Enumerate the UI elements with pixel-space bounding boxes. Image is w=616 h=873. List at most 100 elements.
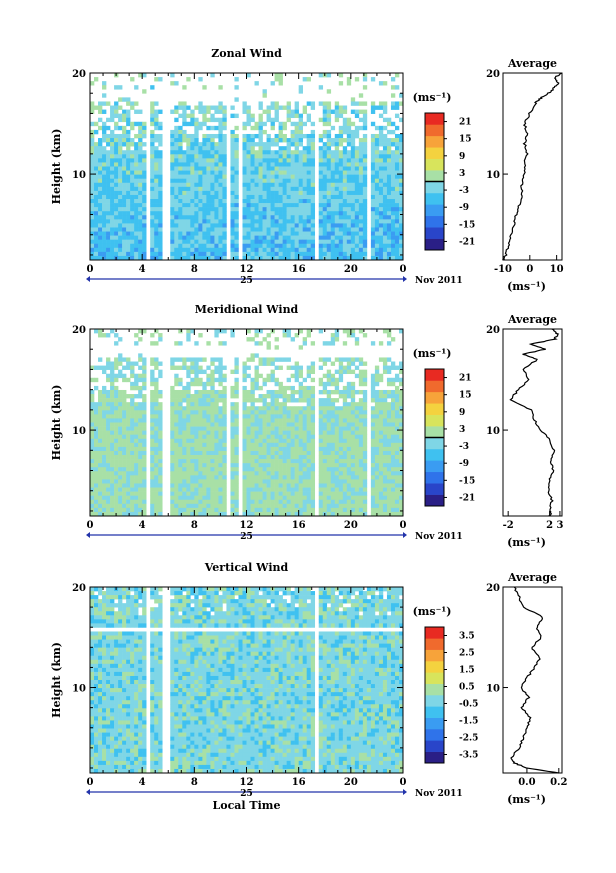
heatmap-cell	[334, 414, 340, 419]
heatmap-cell	[342, 329, 348, 334]
heatmap-cell	[374, 442, 380, 448]
heatmap-cell	[142, 442, 147, 448]
heatmap-cell	[202, 203, 207, 208]
heatmap-cell	[110, 450, 115, 456]
heatmap-cell	[150, 414, 155, 419]
heatmap-cell	[182, 121, 187, 127]
heatmap-cell	[154, 109, 159, 114]
heatmap-cell	[274, 487, 279, 492]
heatmap-cell	[334, 434, 340, 440]
heatmap-cell	[378, 394, 384, 399]
heatmap-cell	[210, 369, 215, 375]
heatmap-cell	[94, 194, 99, 200]
heatmap-cell	[390, 93, 396, 98]
heatmap-cell	[218, 365, 223, 370]
heatmap-cell	[274, 491, 279, 496]
heatmap-cell	[310, 174, 316, 179]
heatmap-cell	[138, 129, 143, 135]
heatmap-cell	[138, 373, 143, 379]
heatmap-cell	[170, 211, 175, 216]
heatmap-cell	[278, 158, 283, 163]
heatmap-cell	[282, 455, 287, 460]
heatmap-cell	[398, 422, 404, 427]
heatmap-cell	[318, 182, 324, 188]
heatmap-cell	[154, 357, 159, 362]
heatmap-cell	[290, 154, 295, 159]
heatmap-cell	[186, 495, 191, 501]
heatmap-cell	[394, 85, 400, 90]
heatmap-cell	[114, 166, 119, 171]
heatmap-cell	[154, 219, 159, 224]
heatmap-cell	[182, 170, 187, 175]
heatmap-cell	[286, 174, 291, 179]
heatmap-cell	[90, 426, 95, 431]
heatmap-cell	[102, 219, 107, 224]
heatmap-cell	[390, 406, 396, 411]
heatmap-cell	[114, 239, 119, 245]
heatmap-cell	[122, 471, 127, 476]
heatmap-cell	[178, 186, 183, 192]
heatmap-cell	[398, 410, 404, 415]
heatmap-cell	[234, 150, 239, 155]
y-tick-label: 10	[72, 170, 86, 181]
heatmap-cell	[222, 341, 227, 346]
heatmap-cell	[118, 219, 123, 224]
heatmap-cell	[362, 182, 368, 188]
heatmap-cell	[234, 422, 239, 427]
heatmap-cell	[326, 194, 332, 200]
heatmap-cell	[250, 154, 255, 159]
heatmap-cell	[386, 162, 392, 167]
heatmap-cell	[318, 178, 324, 184]
heatmap-cell	[382, 231, 388, 236]
heatmap-cell	[114, 414, 119, 419]
heatmap-cell	[114, 446, 119, 452]
heatmap-cell	[302, 389, 307, 395]
heatmap-cell	[354, 402, 360, 407]
heatmap-cell	[346, 475, 352, 480]
heatmap-cell	[94, 166, 99, 171]
heatmap-cell	[334, 162, 340, 167]
heatmap-cell	[106, 133, 111, 139]
heatmap-cell	[250, 223, 255, 228]
heatmap-cell	[286, 463, 291, 468]
heatmap-cell	[362, 450, 368, 456]
heatmap-cell	[254, 162, 259, 167]
heatmap-cell	[346, 434, 352, 440]
heatmap-cell	[306, 215, 311, 220]
heatmap-cell	[274, 345, 279, 350]
heatmap-cell	[234, 203, 239, 208]
heatmap-cell	[338, 142, 344, 147]
heatmap-cell	[302, 239, 307, 245]
heatmap-cell	[286, 475, 291, 480]
heatmap-cell	[186, 438, 191, 444]
heatmap-cell	[198, 422, 203, 427]
heatmap-cell	[306, 227, 311, 232]
heatmap-cell	[258, 430, 263, 435]
heatmap-cell	[286, 105, 291, 110]
heatmap-cell	[326, 455, 332, 460]
heatmap-cell	[182, 247, 187, 253]
heatmap-cell	[250, 471, 255, 476]
heatmap-cell	[342, 154, 348, 159]
heatmap-cell	[286, 495, 291, 501]
heatmap-cell	[270, 162, 275, 167]
heatmap-cell	[286, 385, 291, 391]
heatmap-cell	[102, 414, 107, 419]
heatmap-cell	[342, 463, 348, 468]
heatmap-cell	[358, 255, 364, 261]
heatmap-cell	[330, 178, 336, 184]
heatmap-cell	[170, 422, 175, 427]
heatmap-cell	[118, 251, 123, 257]
heatmap-cell	[242, 385, 247, 391]
heatmap-cell	[350, 459, 356, 464]
heatmap-cell	[334, 166, 340, 171]
heatmap-cell	[378, 446, 384, 452]
heatmap-cell	[118, 85, 123, 90]
heatmap-cell	[350, 446, 356, 452]
heatmap-cell	[246, 495, 251, 501]
heatmap-cell	[214, 178, 219, 184]
heatmap-cell	[102, 85, 107, 90]
heatmap-cell	[326, 426, 332, 431]
heatmap-cell	[198, 406, 203, 411]
